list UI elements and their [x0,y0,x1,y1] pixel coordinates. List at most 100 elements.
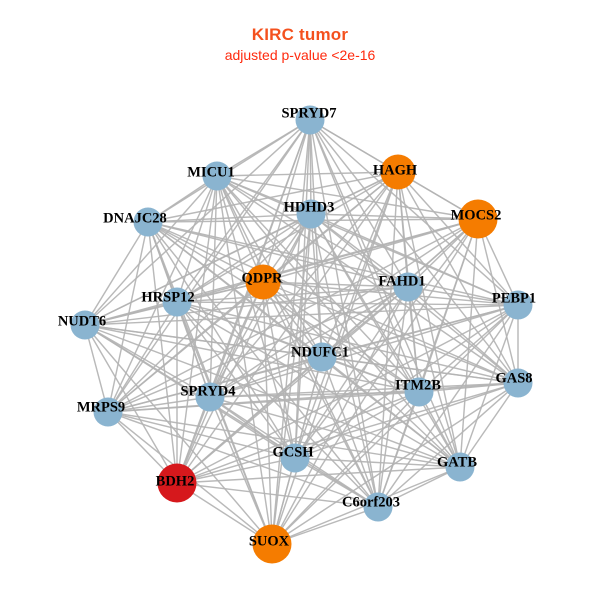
network-edge [262,119,311,283]
network-edge [209,396,296,459]
network-edge [107,281,264,413]
network-edge [321,171,399,358]
network-node-gas8[interactable] [503,368,533,398]
network-node-label-hagh: HAGH [373,162,418,178]
network-edge [459,382,519,468]
network-edge [107,411,461,468]
network-edge [84,218,479,326]
network-edge [176,382,519,484]
network-node-bdh2[interactable] [157,463,197,503]
network-edge [294,457,379,508]
title-block: KIRC tumor adjusted p-value <2e-16 [0,26,600,63]
network-node-suox[interactable] [252,524,292,564]
network-edge [209,171,399,398]
network-edge [294,218,479,459]
network-edge [271,218,479,545]
network-edge [407,286,461,468]
network-edge [209,286,409,398]
network-node-label-spryd4: SPRYD4 [180,383,235,399]
page-subtitle: adjusted p-value <2e-16 [224,46,376,63]
network-edge [84,301,178,326]
network-edge [176,301,519,384]
network-edge [216,175,479,220]
network-edge [176,213,312,484]
network-edge [216,171,399,177]
network-node-fahd1[interactable] [393,272,423,302]
network-node-label-gas8: GAS8 [495,370,532,386]
network-edge [407,286,519,384]
network-edge [176,301,273,545]
network-edge [84,324,379,508]
network-node-spryd4[interactable] [195,382,225,412]
network-edge [176,175,218,303]
network-edge [84,324,178,484]
network-node-spryd7[interactable] [295,105,325,135]
network-node-label-spryd7: SPRYD7 [281,105,336,121]
network-edge [147,213,312,223]
network-edge [84,304,519,326]
network-edge [107,119,311,413]
network-edge [321,356,461,468]
network-edge [309,119,519,306]
network-edge [377,382,519,508]
network-edge [294,391,420,459]
network-node-label-ndufc1: NDUFC1 [291,344,349,360]
network-node-pebp1[interactable] [503,290,533,320]
network-edge [271,213,312,545]
network-edge [176,391,420,484]
network-edge [147,221,296,459]
network-node-nudt6[interactable] [70,310,100,340]
network-edge [176,286,409,303]
network-edge [209,356,323,398]
network-node-qdpr[interactable] [245,264,281,300]
network-node-ndufc1[interactable] [307,342,337,372]
network-node-mocs2[interactable] [458,199,498,239]
network-edge [216,175,461,468]
network-edge [176,213,312,303]
network-node-label-dnajc28: DNAJC28 [103,210,167,226]
network-node-label-mocs2: MOCS2 [451,207,502,223]
network-edge [176,119,311,484]
network-node-hagh[interactable] [380,154,416,190]
network-edge [147,171,399,223]
network-node-hrsp12[interactable] [162,287,192,317]
network-edge [377,286,409,508]
network-edge [310,213,479,220]
network-edge [294,286,409,459]
network-edge [216,175,273,545]
network-edge [216,175,264,283]
network-node-label-fahd1: FAHD1 [378,273,425,289]
network-edge [107,301,178,413]
network-node-label-hrsp12: HRSP12 [141,289,194,305]
network-edge [84,119,311,326]
network-edge [84,324,420,393]
network-node-label-c6orf203: C6orf203 [342,494,400,510]
edges-layer [84,119,519,545]
network-edge [176,301,519,306]
page-title: KIRC tumor [251,25,349,44]
network-edge [209,396,461,468]
nodes-layer [70,105,533,564]
network-edge [216,175,379,508]
network-edge [84,213,312,326]
network-edge [176,171,399,484]
network-node-itm2b[interactable] [404,377,434,407]
network-node-c6orf203[interactable] [363,492,393,522]
network-node-hdhd3[interactable] [296,199,326,229]
network-edge [309,119,420,393]
network-node-label-micu1: MICU1 [187,164,235,180]
network-edge [262,281,409,288]
network-edge [84,324,109,413]
network-edge [407,286,519,306]
network-edge [294,457,461,468]
network-edge [107,396,211,413]
network-node-micu1[interactable] [202,161,232,191]
network-edge [84,324,211,398]
network-node-mrps9[interactable] [93,397,123,427]
network-node-gatb[interactable] [445,452,475,482]
network-node-gcsh[interactable] [280,443,310,473]
network-node-dnajc28[interactable] [133,207,163,237]
network-edge [262,281,296,459]
